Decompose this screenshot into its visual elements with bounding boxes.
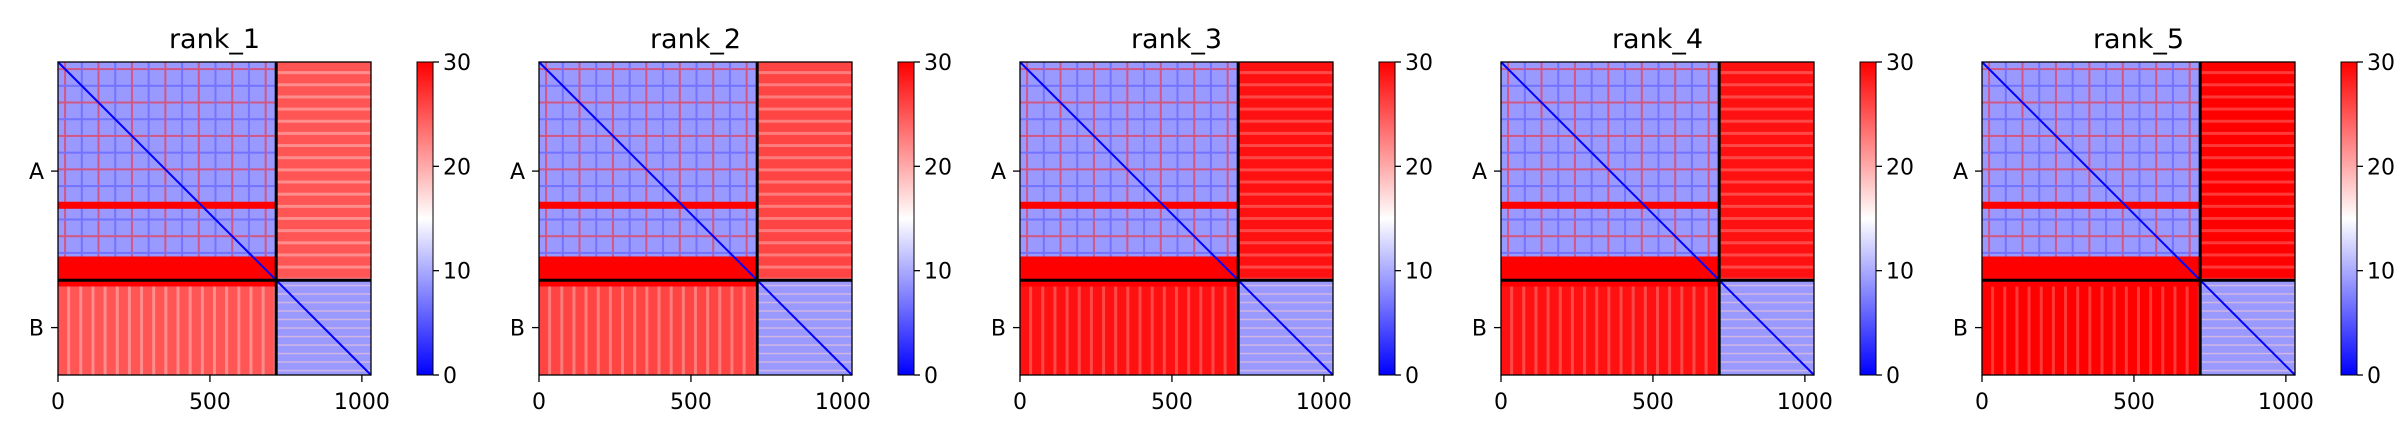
- panel-title: rank_3: [1131, 24, 1222, 55]
- colorbar-tick-label: 10: [924, 260, 952, 285]
- panel-title: rank_5: [2093, 24, 2184, 55]
- colorbar-tick-label: 0: [1405, 364, 1419, 389]
- x-tick-label: 500: [670, 390, 712, 415]
- chain-label-A: A: [1953, 160, 1968, 185]
- x-tick-label: 500: [1151, 390, 1193, 415]
- chain-label-B: B: [29, 317, 44, 342]
- colorbar-tick-label: 30: [924, 51, 952, 76]
- x-tick-label: 0: [51, 390, 65, 415]
- diagonal-line: [538, 61, 853, 376]
- chain-label-B: B: [510, 317, 525, 342]
- colorbar-tick-label: 30: [1405, 51, 1433, 76]
- colorbar-tick-label: 0: [1886, 364, 1900, 389]
- panel-title: rank_2: [650, 24, 741, 55]
- panel-rank_5: rank_5 0 500 1000 A B 0 10 20 30: [1953, 24, 2395, 415]
- x-tick-label: 500: [2113, 390, 2155, 415]
- colorbar-tick-label: 10: [443, 260, 471, 285]
- plot-frame: [57, 61, 372, 376]
- chain-label-B: B: [1472, 317, 1487, 342]
- colorbar: [2340, 61, 2358, 376]
- x-tick-label: 500: [1632, 390, 1674, 415]
- x-tick-label: 0: [1975, 390, 1989, 415]
- colorbar-tick-label: 30: [1886, 51, 1914, 76]
- chain-label-A: A: [510, 160, 525, 185]
- panel-rank_4: rank_4 0 500 1000 A B 0 10 20 30: [1472, 24, 1914, 415]
- colorbar: [416, 61, 434, 376]
- x-tick-label: 1000: [1296, 390, 1352, 415]
- colorbar: [1859, 61, 1877, 376]
- colorbar-tick-label: 20: [2367, 155, 2395, 180]
- panel-title: rank_1: [169, 24, 260, 55]
- panel-rank_1: rank_1 0 500 1000 A B 0 10 20 30: [29, 24, 471, 415]
- chain-label-A: A: [991, 160, 1006, 185]
- x-tick-label: 1000: [815, 390, 871, 415]
- diagonal-line: [1981, 61, 2296, 376]
- panel-rank_2: rank_2 0 500 1000 A B 0 10 20 30: [510, 24, 952, 415]
- colorbar-tick-label: 30: [443, 51, 471, 76]
- colorbar-tick-label: 10: [1405, 260, 1433, 285]
- diagonal-line: [1019, 61, 1334, 376]
- colorbar-tick-label: 20: [1886, 155, 1914, 180]
- colorbar-tick-label: 0: [2367, 364, 2381, 389]
- x-tick-label: 1000: [1777, 390, 1833, 415]
- heatmap-texture: [539, 62, 852, 375]
- chain-label-A: A: [1472, 160, 1487, 185]
- colorbar-tick-label: 10: [2367, 260, 2395, 285]
- panel-rank_3: rank_3 0 500 1000 A B 0 10 20 30: [991, 24, 1433, 415]
- x-tick-label: 1000: [334, 390, 390, 415]
- colorbar-tick-label: 20: [924, 155, 952, 180]
- plot-frame: [1981, 61, 2296, 376]
- colorbar: [1378, 61, 1396, 376]
- chain-label-B: B: [1953, 317, 1968, 342]
- colorbar-tick-label: 10: [1886, 260, 1914, 285]
- x-tick-label: 500: [189, 390, 231, 415]
- x-tick-label: 0: [1494, 390, 1508, 415]
- plot-frame: [1500, 61, 1815, 376]
- colorbar-tick-label: 30: [2367, 51, 2395, 76]
- colorbar-tick-label: 0: [443, 364, 457, 389]
- panel-title: rank_4: [1612, 24, 1703, 55]
- plot-frame: [538, 61, 853, 376]
- diagonal-line: [57, 61, 372, 376]
- colorbar-tick-label: 20: [443, 155, 471, 180]
- diagonal-line: [1500, 61, 1815, 376]
- chain-label-A: A: [29, 160, 44, 185]
- colorbar: [897, 61, 915, 376]
- x-tick-label: 0: [1013, 390, 1027, 415]
- x-tick-label: 1000: [2258, 390, 2314, 415]
- plot-frame: [1019, 61, 1334, 376]
- heatmap-texture: [1982, 62, 2295, 375]
- x-tick-label: 0: [532, 390, 546, 415]
- chain-label-B: B: [991, 317, 1006, 342]
- colorbar-tick-label: 0: [924, 364, 938, 389]
- colorbar-tick-label: 20: [1405, 155, 1433, 180]
